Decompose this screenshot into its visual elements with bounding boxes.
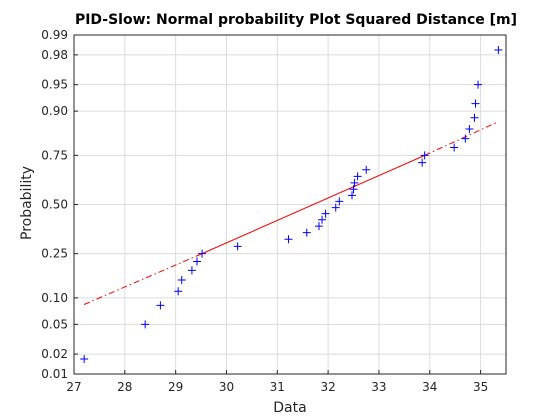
x-tick-label: 29 — [168, 380, 183, 394]
data-point-marker — [350, 178, 359, 187]
data-point-marker — [494, 46, 503, 55]
data-point-marker — [174, 287, 183, 296]
data-point-marker — [198, 249, 207, 258]
reference-line-lower-extension — [83, 253, 203, 305]
data-point-marker — [461, 134, 470, 143]
reference-line — [83, 121, 499, 305]
x-tick-label: 30 — [219, 380, 234, 394]
data-point-marker — [233, 242, 242, 251]
data-point-marker — [335, 197, 344, 206]
data-point-marker — [470, 113, 479, 122]
y-tick-label: 0.98 — [41, 48, 68, 62]
y-tick-label: 0.95 — [41, 78, 68, 92]
data-point-marker — [353, 172, 362, 181]
y-tick-label: 0.01 — [41, 367, 68, 381]
data-point-marker — [302, 228, 311, 237]
x-tick-label: 31 — [270, 380, 285, 394]
y-tick-label: 0.50 — [41, 198, 68, 212]
data-point-marker — [450, 143, 459, 152]
grid — [73, 34, 506, 375]
y-tick-label: 0.25 — [41, 247, 68, 261]
data-point-marker — [331, 203, 340, 212]
data-point-marker — [192, 257, 201, 266]
x-axis-label: Data — [273, 400, 306, 416]
x-tick-label: 35 — [473, 380, 488, 394]
data-markers — [80, 46, 503, 363]
y-tick-label: 0.90 — [41, 104, 68, 118]
data-point-marker — [321, 209, 330, 218]
x-tick-label: 34 — [422, 380, 437, 394]
data-point-marker — [349, 185, 358, 194]
data-point-marker — [177, 276, 186, 285]
data-point-marker — [420, 151, 429, 160]
data-point-marker — [471, 99, 480, 108]
data-point-marker — [314, 222, 323, 231]
chart-title: PID-Slow: Normal probability Plot Square… — [75, 12, 517, 28]
axis-ticks: 27 28 29 30 31 32 33 34 35 0.01 0.02 0.05 0.10 0.25 0.… — [41, 28, 488, 394]
x-tick-label: 33 — [371, 380, 386, 394]
data-point-marker — [362, 165, 371, 174]
data-point-marker — [348, 191, 357, 200]
x-tick-label: 32 — [320, 380, 335, 394]
data-point-marker — [465, 124, 474, 133]
y-tick-label: 0.10 — [41, 291, 68, 305]
data-point-marker — [80, 354, 89, 363]
y-tick-label: 0.02 — [41, 347, 68, 361]
data-point-marker — [141, 320, 150, 329]
data-point-marker — [418, 158, 427, 167]
y-tick-label: 0.99 — [41, 28, 68, 42]
reference-line-fit — [201, 154, 425, 255]
data-point-marker — [318, 215, 327, 224]
data-point-marker — [156, 301, 165, 310]
x-tick-label: 28 — [117, 380, 132, 394]
data-point-marker — [474, 80, 483, 89]
y-tick-label: 0.05 — [41, 317, 68, 331]
data-point-marker — [187, 266, 196, 275]
data-point-marker — [284, 235, 293, 244]
y-tick-label: 0.75 — [41, 148, 68, 162]
x-tick-label: 27 — [66, 380, 81, 394]
y-axis-label: Probability — [19, 166, 35, 240]
